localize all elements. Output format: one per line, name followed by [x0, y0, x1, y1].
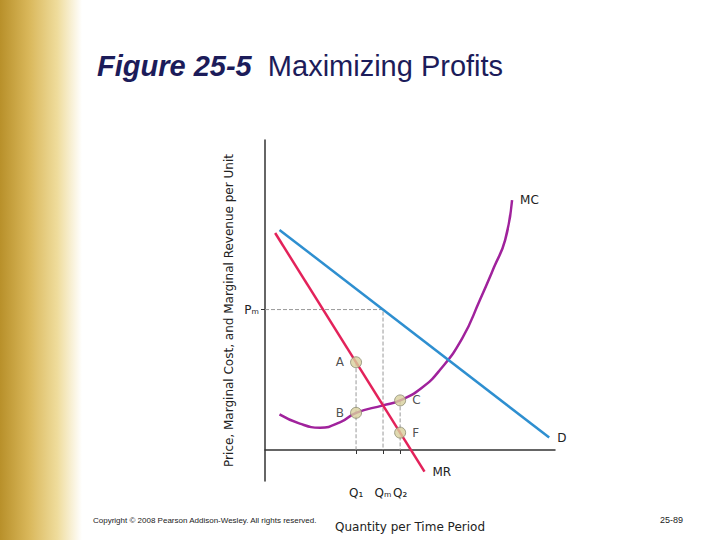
svg-text:A: A	[336, 355, 345, 369]
html-text:Figure 25-5: Figure 25-5	[97, 50, 252, 82]
svg-text:Quantity per Time Period: Quantity per Time Period	[335, 520, 485, 534]
svg-text:B: B	[336, 406, 344, 420]
svg-text:D: D	[557, 431, 566, 445]
svg-text:MR: MR	[433, 465, 452, 479]
svg-text:Q₁: Q₁	[349, 486, 363, 500]
svg-text:Q₂: Q₂	[393, 486, 407, 500]
svg-text:F: F	[412, 426, 419, 440]
svg-text:MC: MC	[520, 193, 539, 207]
html-text:25-89: 25-89	[660, 515, 683, 525]
svg-text:C: C	[412, 393, 420, 407]
html-text:Maximizing Profits: Maximizing Profits	[267, 50, 504, 82]
html-text:Copyright © 2008 Pearson Addis: Copyright © 2008 Pearson Addison-Wesley.…	[93, 516, 317, 525]
svg-text:Qₘ: Qₘ	[375, 486, 392, 500]
svg-text:Pₘ: Pₘ	[244, 303, 259, 317]
svg-text:Price, Marginal Cost, and Marg: Price, Marginal Cost, and Marginal Reven…	[222, 154, 236, 467]
